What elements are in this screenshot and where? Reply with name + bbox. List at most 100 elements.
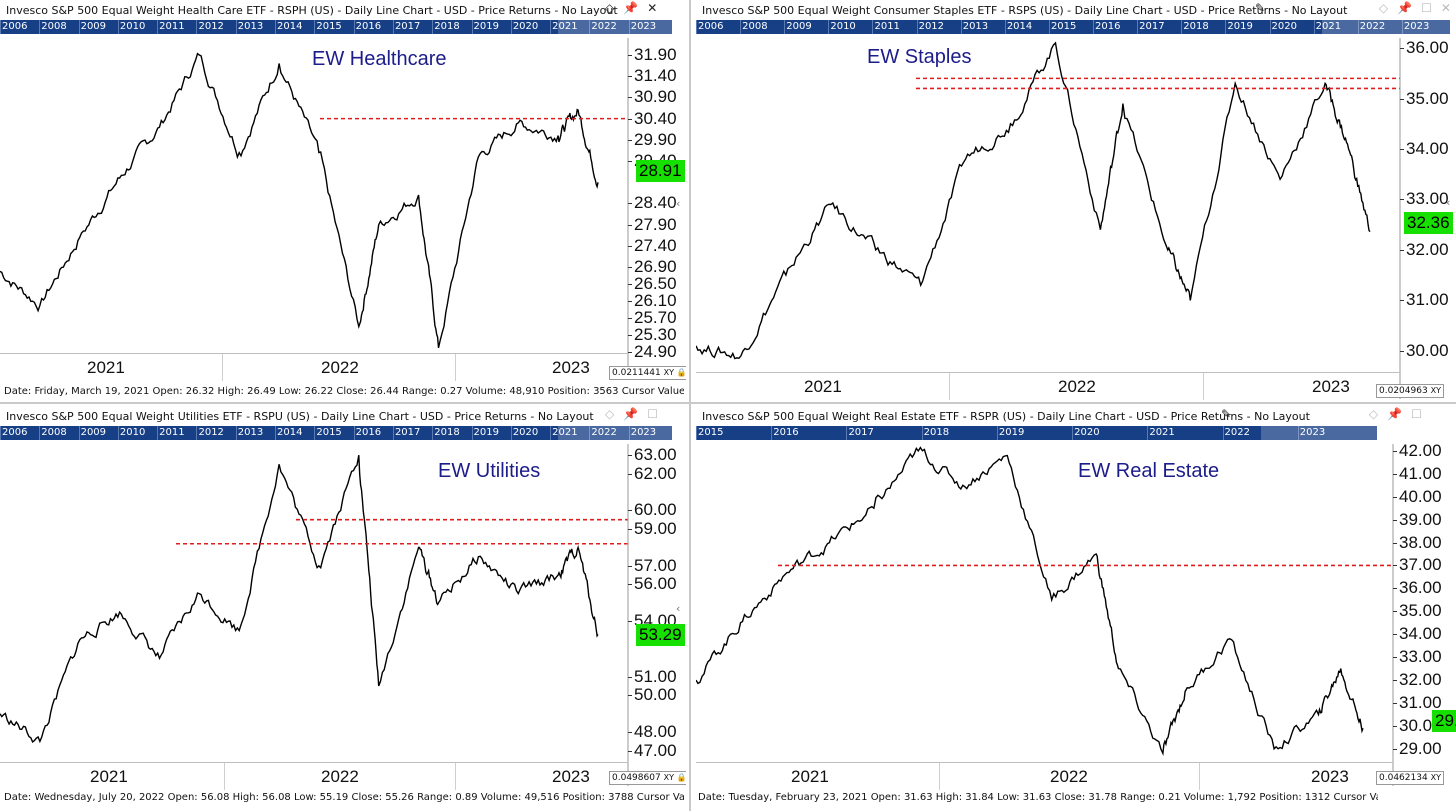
price-chart[interactable]: [0, 0, 686, 400]
navigator-year[interactable]: 2015: [316, 21, 342, 32]
pin-icon[interactable]: 📌: [623, 407, 639, 421]
navigator-year[interactable]: 2009: [80, 21, 107, 32]
close-icon[interactable]: ✕: [1440, 1, 1451, 15]
navigator-window[interactable]: [557, 20, 672, 34]
price-chart[interactable]: [0, 406, 686, 811]
pencil-icon[interactable]: ✎: [1221, 407, 1232, 421]
navigator-year[interactable]: 2020: [512, 21, 539, 32]
navigator-year[interactable]: 2022: [1359, 21, 1386, 32]
y-tick-label: 34.00: [1406, 139, 1449, 158]
scale-value[interactable]: 0.0211441 XY 🔒: [609, 366, 686, 380]
navigator-year[interactable]: 2017: [394, 427, 421, 438]
navigator-year[interactable]: 2019: [998, 427, 1025, 438]
maximize-icon[interactable]: ☐: [647, 407, 658, 421]
navigator-bar[interactable]: 2015 2016 2017 2018 2019 2020 2021 2022 2023: [696, 426, 1377, 440]
navigator-year[interactable]: 2016: [1095, 21, 1121, 32]
navigator-window[interactable]: [1261, 426, 1377, 440]
y-tick: [628, 584, 632, 586]
navigator-year[interactable]: 2010: [119, 427, 146, 438]
navigator-bar[interactable]: 2006 2008 2009 2010 2011 2012 2013 2014 2015 2016…: [696, 20, 1450, 34]
maximize-icon[interactable]: ☐: [1421, 1, 1432, 15]
navigator-year[interactable]: 2014: [277, 427, 303, 438]
diamond-icon[interactable]: ◇: [605, 407, 615, 421]
navigator-year[interactable]: 2023: [1299, 427, 1326, 438]
diamond-icon[interactable]: ◇: [1368, 407, 1379, 421]
navigator-year[interactable]: 2006: [2, 427, 28, 438]
pin-icon[interactable]: 📌: [1397, 1, 1413, 15]
pencil-icon[interactable]: ✎: [1255, 1, 1266, 15]
navigator-year[interactable]: 2020: [1074, 427, 1100, 438]
navigator-year[interactable]: 2013: [237, 21, 264, 32]
navigator-year[interactable]: 2008: [742, 21, 768, 32]
chart-panel-staples[interactable]: Invesco S&P 500 Equal Weight Consumer St…: [696, 0, 1456, 400]
navigator-year[interactable]: 2018: [434, 427, 460, 438]
scale-value[interactable]: 0.0204963 XY: [1376, 384, 1445, 398]
navigator-year[interactable]: 2012: [198, 21, 224, 32]
navigator-year[interactable]: 2018: [434, 21, 460, 32]
navigator-year[interactable]: 2008: [41, 21, 67, 32]
chart-panel-real-estate[interactable]: Invesco S&P 500 Equal Weight Real Estate…: [696, 406, 1456, 811]
navigator-year[interactable]: 2018: [1183, 21, 1209, 32]
navigator-year[interactable]: 2017: [1139, 21, 1165, 32]
navigator-year[interactable]: 2015: [698, 427, 724, 438]
navigator-year[interactable]: 2017: [848, 427, 874, 438]
scroll-arrow-icon[interactable]: ‹: [1446, 196, 1451, 209]
navigator-year[interactable]: 2021: [1315, 21, 1342, 32]
navigator-year[interactable]: 2016: [773, 427, 799, 438]
navigator-year[interactable]: 2020: [512, 427, 539, 438]
maximize-icon[interactable]: ☐: [1411, 407, 1422, 421]
diamond-icon[interactable]: ◇: [605, 1, 615, 15]
navigator-year[interactable]: 2021: [552, 427, 578, 438]
navigator-year[interactable]: 2006: [2, 21, 28, 32]
navigator-year[interactable]: 2016: [355, 427, 382, 438]
navigator-year[interactable]: 2011: [159, 21, 185, 32]
price-chart[interactable]: [696, 0, 1456, 400]
navigator-year[interactable]: 2011: [159, 427, 185, 438]
navigator-year[interactable]: 2013: [962, 21, 989, 32]
close-icon[interactable]: ✕: [647, 1, 658, 15]
navigator-year[interactable]: 2019: [473, 21, 499, 32]
navigator-year[interactable]: 2010: [830, 21, 856, 32]
navigator-year[interactable]: 2020: [1271, 21, 1297, 32]
navigator-year[interactable]: 2012: [918, 21, 945, 32]
navigator-year[interactable]: 2023: [630, 21, 657, 32]
scroll-arrow-icon[interactable]: ‹: [676, 602, 681, 615]
price-chart[interactable]: [696, 406, 1456, 811]
navigator-year[interactable]: 2014: [1006, 21, 1033, 32]
navigator-year[interactable]: 2018: [923, 427, 950, 438]
navigator-year[interactable]: 2019: [1227, 21, 1253, 32]
navigator-year[interactable]: 2010: [119, 21, 146, 32]
scroll-arrow-icon[interactable]: ‹: [676, 197, 681, 210]
navigator-year[interactable]: 2009: [80, 427, 107, 438]
navigator-year[interactable]: 2009: [786, 21, 812, 32]
navigator-year[interactable]: 2016: [355, 21, 382, 32]
scale-value[interactable]: 0.0498607 XY 🔒: [609, 771, 686, 785]
navigator-year[interactable]: 2006: [698, 21, 724, 32]
navigator-year[interactable]: 2011: [874, 21, 900, 32]
navigator-year[interactable]: 2015: [316, 427, 342, 438]
navigator-year[interactable]: 2021: [552, 21, 578, 32]
navigator-year[interactable]: 2015: [1050, 21, 1077, 32]
scale-value[interactable]: 0.0462134 XY: [1376, 771, 1445, 785]
chart-panel-healthcare[interactable]: Invesco S&P 500 Equal Weight Health Care…: [0, 0, 686, 400]
navigator-window[interactable]: [1321, 20, 1450, 34]
navigator-year[interactable]: 2023: [1403, 21, 1430, 32]
navigator-bar[interactable]: 2006 2008 2009 2010 2011 2012 2013 2014 2015 2016…: [0, 20, 672, 34]
navigator-window[interactable]: [557, 426, 672, 440]
navigator-year[interactable]: 2013: [237, 427, 264, 438]
navigator-year[interactable]: 2014: [277, 21, 303, 32]
navigator-year[interactable]: 2021: [1149, 427, 1175, 438]
navigator-bar[interactable]: 2006 2008 2009 2010 2011 2012 2013 2014 2015 2016…: [0, 426, 672, 440]
navigator-year[interactable]: 2022: [591, 427, 617, 438]
navigator-year[interactable]: 2022: [591, 21, 617, 32]
navigator-year[interactable]: 2017: [394, 21, 421, 32]
navigator-year[interactable]: 2022: [1224, 427, 1250, 438]
navigator-year[interactable]: 2019: [473, 427, 499, 438]
pin-icon[interactable]: 📌: [1387, 407, 1403, 421]
navigator-year[interactable]: 2012: [198, 427, 224, 438]
chart-panel-utilities[interactable]: Invesco S&P 500 Equal Weight Utilities E…: [0, 406, 686, 811]
pin-icon[interactable]: 📌: [623, 1, 639, 15]
navigator-year[interactable]: 2008: [41, 427, 67, 438]
diamond-icon[interactable]: ◇: [1378, 1, 1389, 15]
navigator-year[interactable]: 2023: [630, 427, 657, 438]
